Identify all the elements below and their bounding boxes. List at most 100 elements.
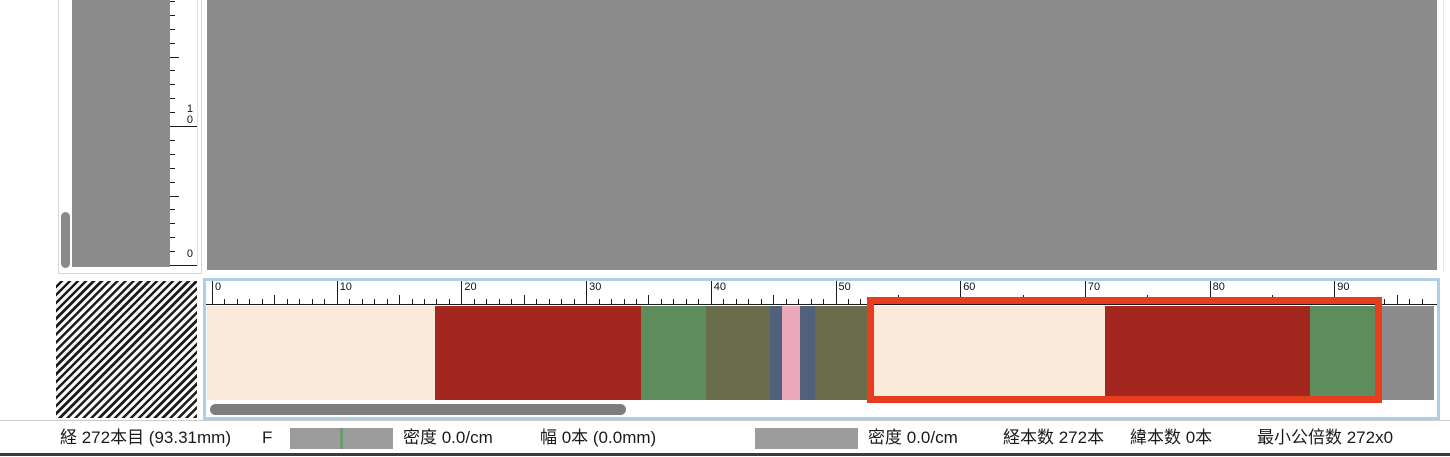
ruler-label: 40 [713,281,727,293]
ruler-tick [274,295,276,304]
ruler-tick [1396,295,1398,304]
ruler-label: 90 [1337,281,1350,293]
ruler-tick [170,56,179,58]
ruler-tick [261,299,263,304]
ruler-tick [635,299,637,304]
stripe-olive[interactable] [706,306,770,400]
stripe-green[interactable] [1310,306,1375,400]
weave-pattern-swatch[interactable] [56,281,197,418]
width-label: 幅 0本 (0.0mm) [540,428,657,447]
ruler-tick [486,299,488,304]
ruler-tick [170,223,175,225]
ruler-tick [960,281,962,304]
left-canvas[interactable] [72,0,170,267]
stripe-green[interactable] [641,306,706,400]
stripe-brick_red[interactable] [435,306,641,400]
warp-color-swatch [290,428,393,449]
main-canvas[interactable] [207,0,1437,270]
ruler-tick [249,299,251,304]
ruler-tick [598,299,600,304]
ruler-tick [536,299,538,304]
ruler-label: 80 [1212,281,1225,293]
ruler-tick [561,299,563,304]
ruler-tick [461,281,463,304]
ruler-tick [523,295,525,304]
ruler-tick [170,14,175,16]
warp-position-label: 経 272本目 (93.31mm) [60,428,231,447]
weft-density-label: 密度 0.0/cm [868,428,958,447]
ruler-tick [170,153,175,155]
ruler-tick [860,299,862,304]
stripe-band-panel: 0 10 20 30 40 50 60 70 80 90 [203,278,1440,420]
ruler-tick [847,299,849,304]
lcm-label: 最小公倍数 272x0 [1257,428,1394,447]
ruler-tick [448,299,450,304]
stripe-cream[interactable] [207,306,435,400]
ruler-tick [785,299,787,304]
ruler-tick [170,167,175,169]
ruler-tick [374,299,376,304]
ruler-tick [299,299,301,304]
horizontal-scrollbar-thumb[interactable] [210,404,626,415]
ruler-tick [748,299,750,304]
ruler-tick [810,299,812,304]
ruler-tick [170,265,197,266]
status-bar: 経 272本目 (93.31mm) F 密度 0.0/cm 幅 0本 (0.0m… [0,420,1450,457]
ruler-label: 50 [838,281,851,293]
ruler-tick [1084,281,1086,304]
ruler-tick [436,299,438,304]
selection-rectangle[interactable] [867,297,1382,403]
stripe-blue_gray[interactable] [800,306,815,400]
ruler-tick [586,281,588,304]
left-preview-panel: 1 0 0 [58,0,202,274]
ruler-tick [236,299,238,304]
stripe-cream[interactable] [874,306,1105,400]
stripe-blue_gray[interactable] [770,306,782,400]
ruler-tick [1409,299,1411,304]
ruler-tick [170,195,179,197]
ruler-label: 10 [339,281,352,293]
ruler-tick [399,295,401,304]
ruler-tick [324,299,326,304]
ruler-tick [735,299,737,304]
ruler-tick [498,299,500,304]
ruler-tick [411,299,413,304]
ruler-tick [170,0,175,2]
ruler-tick [170,98,175,100]
ruler-tick [170,112,175,114]
vertical-scrollbar-thumb[interactable] [61,212,70,268]
ruler-tick [311,299,313,304]
ruler-tick [1334,281,1336,304]
ruler-label: 30 [589,281,602,293]
right-edge-divider [1443,0,1444,272]
ruler-tick [798,299,800,304]
ruler-tick [548,299,550,304]
horizontal-ruler: 0 10 20 30 40 50 60 70 80 90 [206,281,1437,305]
stripe-olive[interactable] [815,306,874,400]
ruler-label: 70 [1087,281,1101,293]
ruler-tick [423,299,425,304]
ruler-label: 0 [186,248,193,260]
ruler-tick [349,299,351,304]
ruler-label: 1 0 [186,103,193,126]
ruler-tick [170,126,197,127]
ruler-tick [573,299,575,304]
stripe-pink[interactable] [782,306,800,400]
ruler-tick [648,295,650,304]
warp-count-label: 経本数 272本 [1003,428,1105,447]
ruler-tick [660,299,662,304]
ruler-tick [723,299,725,304]
stripe-brick_red[interactable] [1105,306,1310,400]
ruler-tick [286,299,288,304]
ruler-tick [212,281,213,304]
ruler-tick [361,299,363,304]
weft-count-label: 緯本数 0本 [1130,428,1213,447]
ruler-tick [673,299,675,304]
ruler-tick [623,299,625,304]
status-bottom-divider [0,453,1450,456]
ruler-tick [698,299,700,304]
ruler-tick [386,299,388,304]
stripe-canvas_gray[interactable] [1375,306,1434,400]
ruler-tick [760,299,762,304]
vertical-ruler: 1 0 0 [170,0,198,266]
